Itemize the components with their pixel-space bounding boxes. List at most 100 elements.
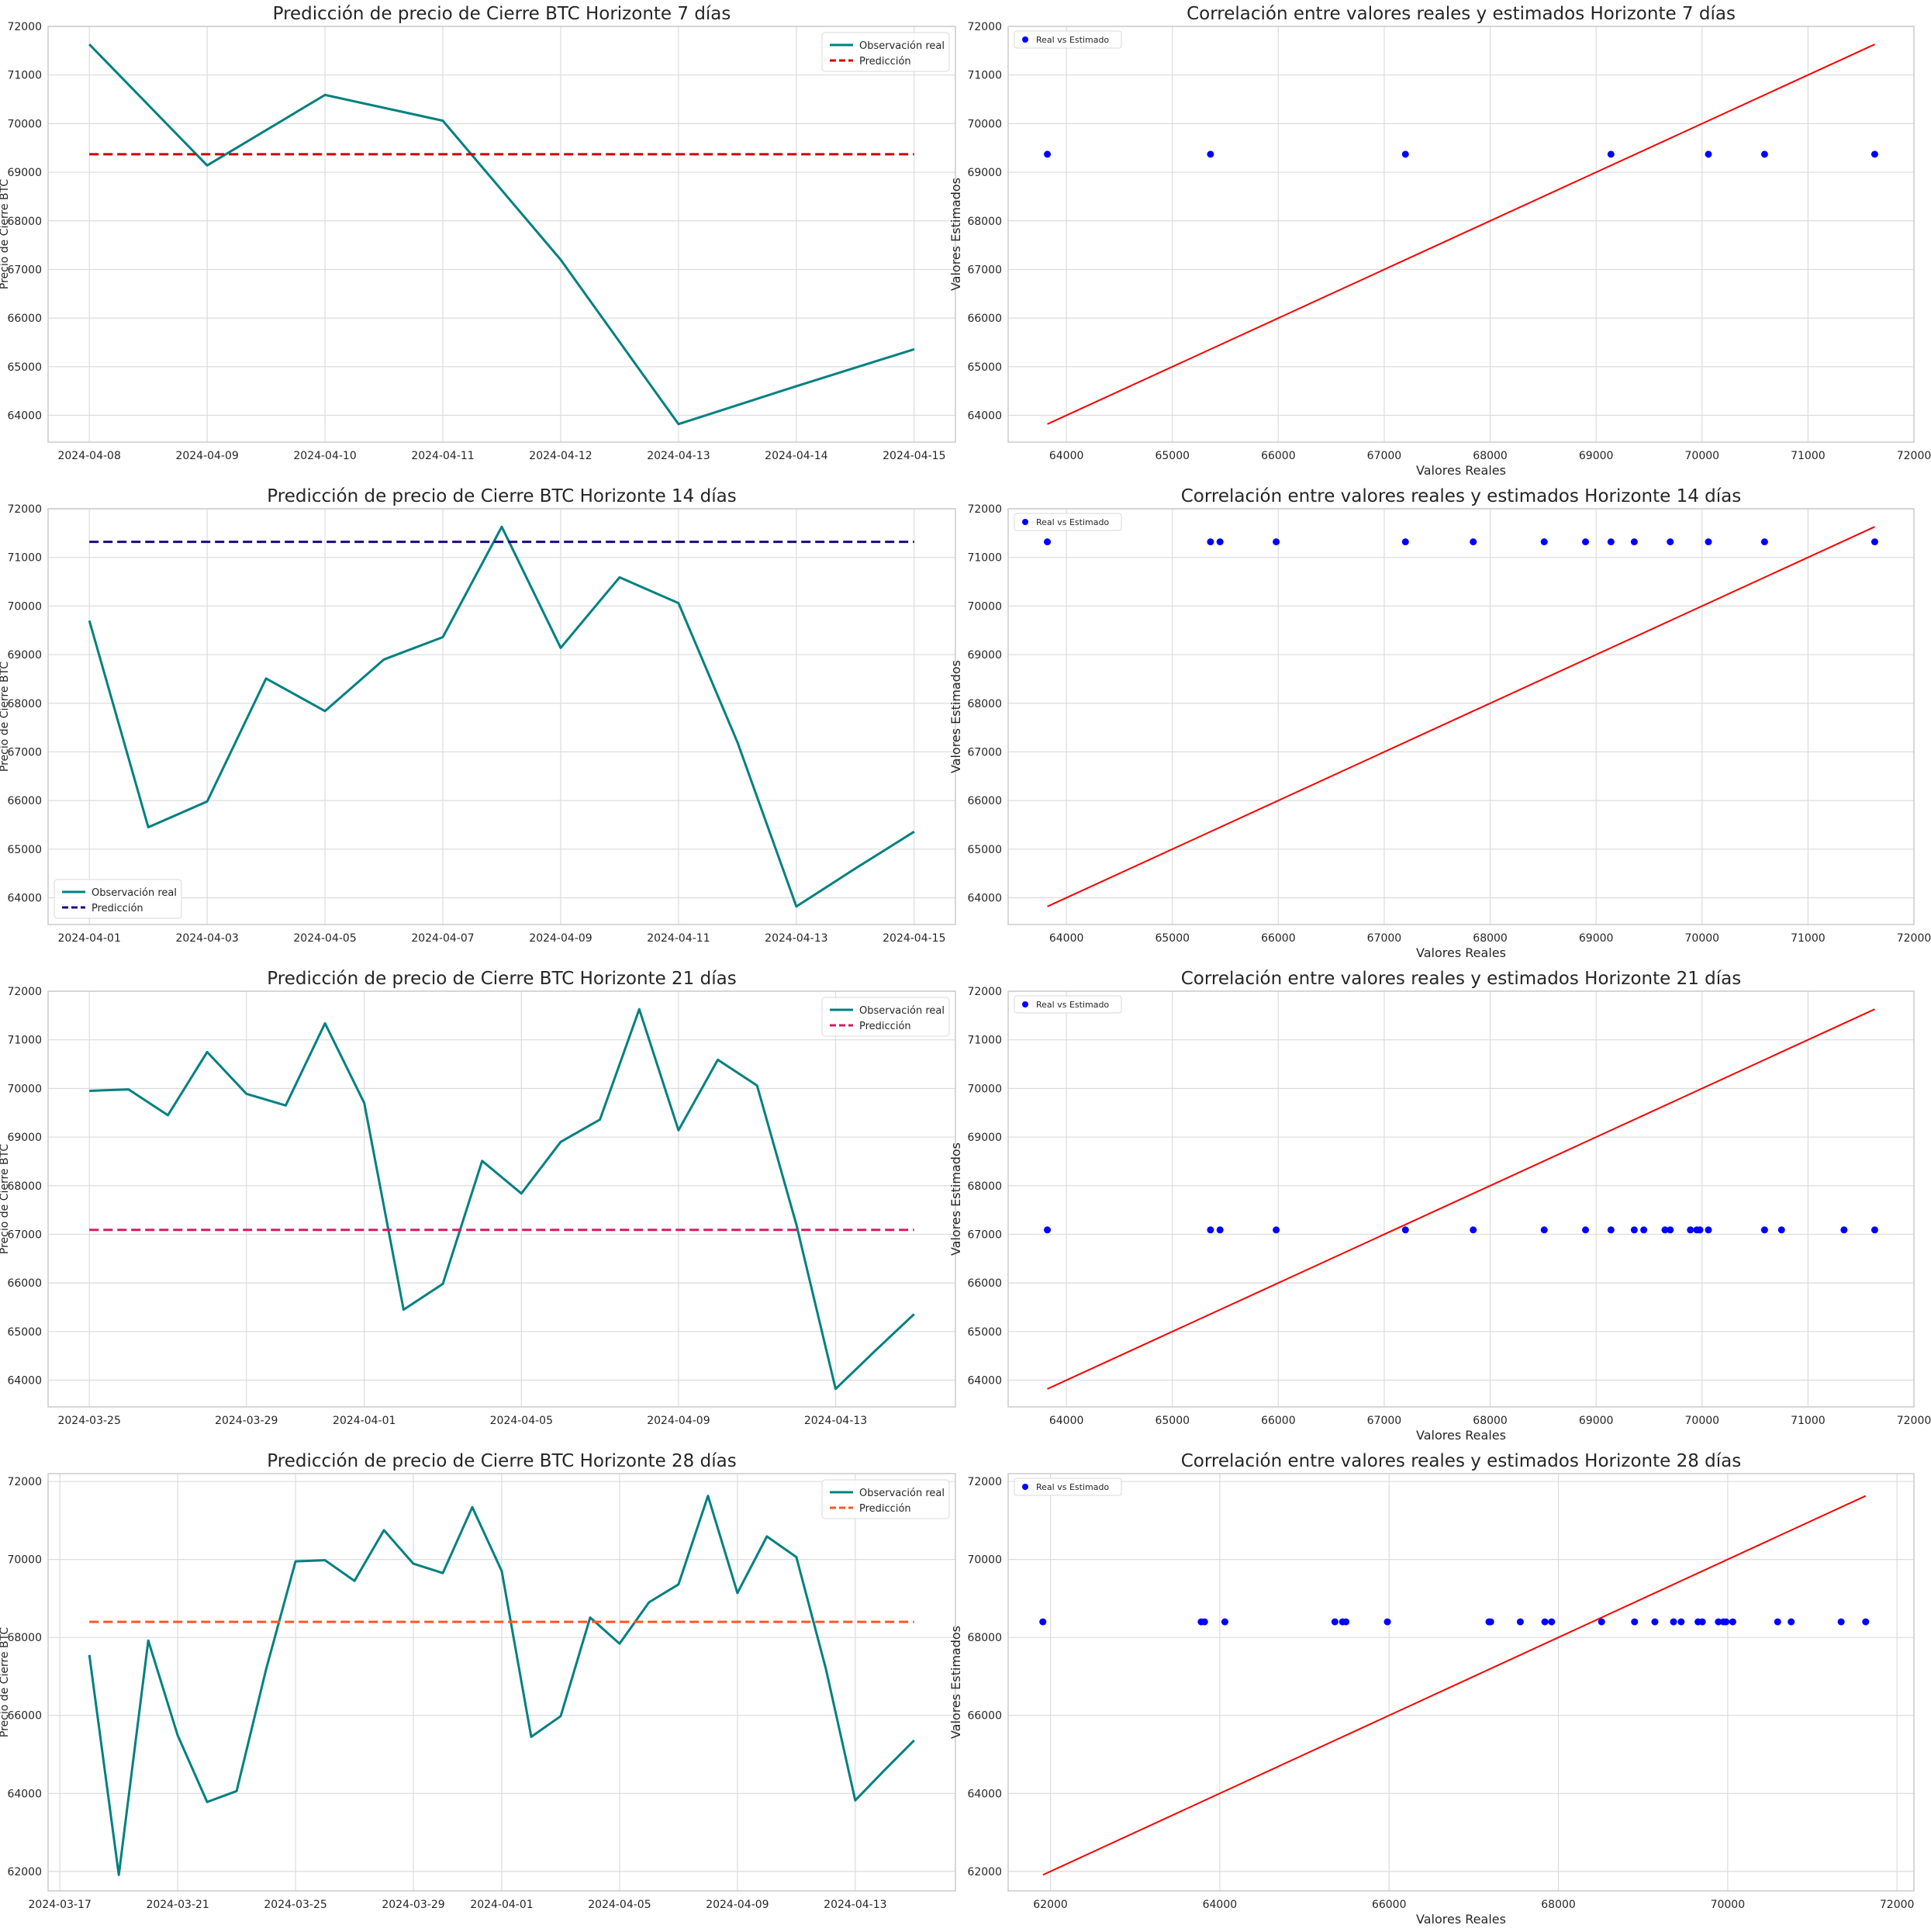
scatter-point — [1039, 1618, 1047, 1626]
y-axis-label: Precio de Cierre BTC — [0, 179, 11, 289]
y-axis-label: Valores Estimados — [948, 1142, 963, 1256]
x-tick-label: 2024-04-14 — [765, 450, 827, 462]
scatter-point — [1862, 1618, 1870, 1626]
legend: Observación real Predicción — [821, 32, 950, 72]
legend: Real vs Estimado — [1014, 995, 1122, 1014]
scatter-point — [1331, 1618, 1339, 1626]
chart-title: Predicción de precio de Cierre BTC Horiz… — [267, 1451, 736, 1471]
x-tick-label: 2024-03-21 — [146, 1899, 209, 1911]
scatter-point — [1582, 1226, 1590, 1234]
y-tick-label: 68000 — [967, 1632, 1002, 1644]
legend-box — [821, 1479, 950, 1519]
x-tick-label: 2024-04-05 — [490, 1415, 553, 1427]
y-tick-label: 67000 — [7, 264, 42, 276]
axes-frame — [47, 1473, 956, 1892]
scatter-point — [1698, 1618, 1706, 1626]
legend-marker — [1022, 1001, 1028, 1007]
legend: Real vs Estimado — [1014, 1478, 1122, 1496]
y-tick-label: 72000 — [7, 986, 42, 998]
scatter-point — [1273, 538, 1280, 546]
x-tick-label: 2024-04-15 — [883, 450, 945, 462]
scatter-point — [1705, 1226, 1712, 1234]
y-tick-label: 66000 — [7, 795, 42, 807]
y-tick-label: 66000 — [7, 1710, 42, 1723]
scatter-point — [1871, 150, 1878, 158]
identity-line — [1047, 1008, 1875, 1390]
scatter-point — [1837, 1618, 1845, 1626]
chart-panel-6: 64000 65000 66000 67000 68000 69000 70000 71000… — [948, 969, 1931, 1443]
y-tick-label: 67000 — [967, 746, 1002, 759]
legend-label: Real vs Estimado — [1036, 1482, 1109, 1492]
y-tick-label: 62000 — [7, 1866, 42, 1878]
axes-frame — [47, 508, 956, 925]
x-tick-label: 2024-04-15 — [883, 932, 945, 945]
y-tick-label: 65000 — [7, 844, 42, 856]
scatter-point — [1631, 1618, 1639, 1626]
scatter-point — [1598, 1618, 1605, 1626]
y-tick-label: 64000 — [967, 1788, 1002, 1800]
y-tick-label: 70000 — [967, 600, 1002, 613]
scatter-point — [1760, 538, 1768, 546]
legend-label: Observación real — [92, 887, 177, 899]
x-tick-label: 2024-04-13 — [765, 932, 827, 945]
x-tick-label: 68000 — [1473, 932, 1508, 945]
x-tick-label: 68000 — [1473, 450, 1508, 462]
scatter-point — [1661, 1226, 1669, 1234]
x-tick-label: 67000 — [1367, 450, 1402, 462]
axes-frame — [1007, 1473, 1915, 1892]
y-tick-label: 69000 — [967, 167, 1002, 179]
y-tick-label: 67000 — [967, 264, 1002, 276]
scatter-point — [1216, 538, 1224, 546]
y-axis-label: Valores Estimados — [948, 660, 963, 773]
legend-marker — [1022, 519, 1028, 525]
scatter-point — [1607, 150, 1615, 158]
x-tick-label: 64000 — [1049, 932, 1084, 945]
y-tick-label: 71000 — [7, 70, 42, 82]
x-tick-label: 69000 — [1579, 450, 1614, 462]
y-axis-label: Precio de Cierre BTC — [0, 1627, 11, 1737]
axes-frame — [1007, 990, 1915, 1408]
scatter-point — [1582, 538, 1590, 546]
legend-box — [821, 32, 950, 72]
scatter-point — [1470, 1226, 1477, 1234]
x-tick-label: 2024-03-29 — [215, 1415, 278, 1427]
chart-panel-4: 64000 65000 66000 67000 68000 69000 70000 71000… — [948, 486, 1931, 960]
x-tick-label: 68000 — [1541, 1899, 1576, 1911]
axes-frame — [1007, 26, 1915, 443]
x-tick-label: 2024-04-03 — [175, 932, 238, 945]
legend-box — [1014, 513, 1122, 531]
y-tick-label: 72000 — [967, 986, 1002, 998]
x-tick-label: 2024-04-10 — [293, 450, 356, 462]
scatter-point — [1044, 538, 1052, 546]
y-tick-label: 68000 — [967, 1180, 1002, 1193]
chart-title: Predicción de precio de Cierre BTC Horiz… — [267, 969, 736, 989]
scatter-point — [1788, 1618, 1795, 1626]
x-tick-label: 2024-04-13 — [804, 1415, 867, 1427]
x-tick-label: 2024-03-25 — [57, 1415, 120, 1427]
scatter-point — [1207, 150, 1214, 158]
legend-label: Real vs Estimado — [1036, 1000, 1109, 1010]
x-tick-label: 65000 — [1155, 932, 1190, 945]
observed-series-line — [88, 525, 915, 908]
scatter-point — [1401, 1226, 1409, 1234]
chart-title: Correlación entre valores reales y estim… — [1187, 4, 1736, 24]
x-tick-label: 71000 — [1791, 932, 1826, 945]
x-tick-label: 65000 — [1155, 450, 1190, 462]
x-tick-label: 2024-04-01 — [57, 932, 120, 945]
scatter-point — [1342, 1618, 1350, 1626]
legend-box — [1014, 30, 1122, 49]
scatter-point — [1777, 1226, 1785, 1234]
y-axis-label: Valores Estimados — [948, 178, 963, 291]
y-axis-label: Valores Estimados — [948, 1626, 963, 1739]
y-tick-label: 71000 — [967, 1035, 1002, 1047]
x-tick-label: 64000 — [1049, 1415, 1084, 1427]
x-tick-label: 72000 — [1897, 1415, 1931, 1427]
chart-title: Predicción de precio de Cierre BTC Horiz… — [267, 486, 736, 506]
x-tick-label: 67000 — [1367, 932, 1402, 945]
scatter-point — [1401, 150, 1409, 158]
x-tick-label: 2024-03-29 — [382, 1899, 444, 1911]
axes-frame — [47, 26, 956, 443]
x-tick-label: 2024-04-11 — [411, 450, 474, 462]
x-axis-label: Valores Reales — [1416, 1428, 1506, 1443]
y-tick-label: 62000 — [967, 1866, 1002, 1878]
